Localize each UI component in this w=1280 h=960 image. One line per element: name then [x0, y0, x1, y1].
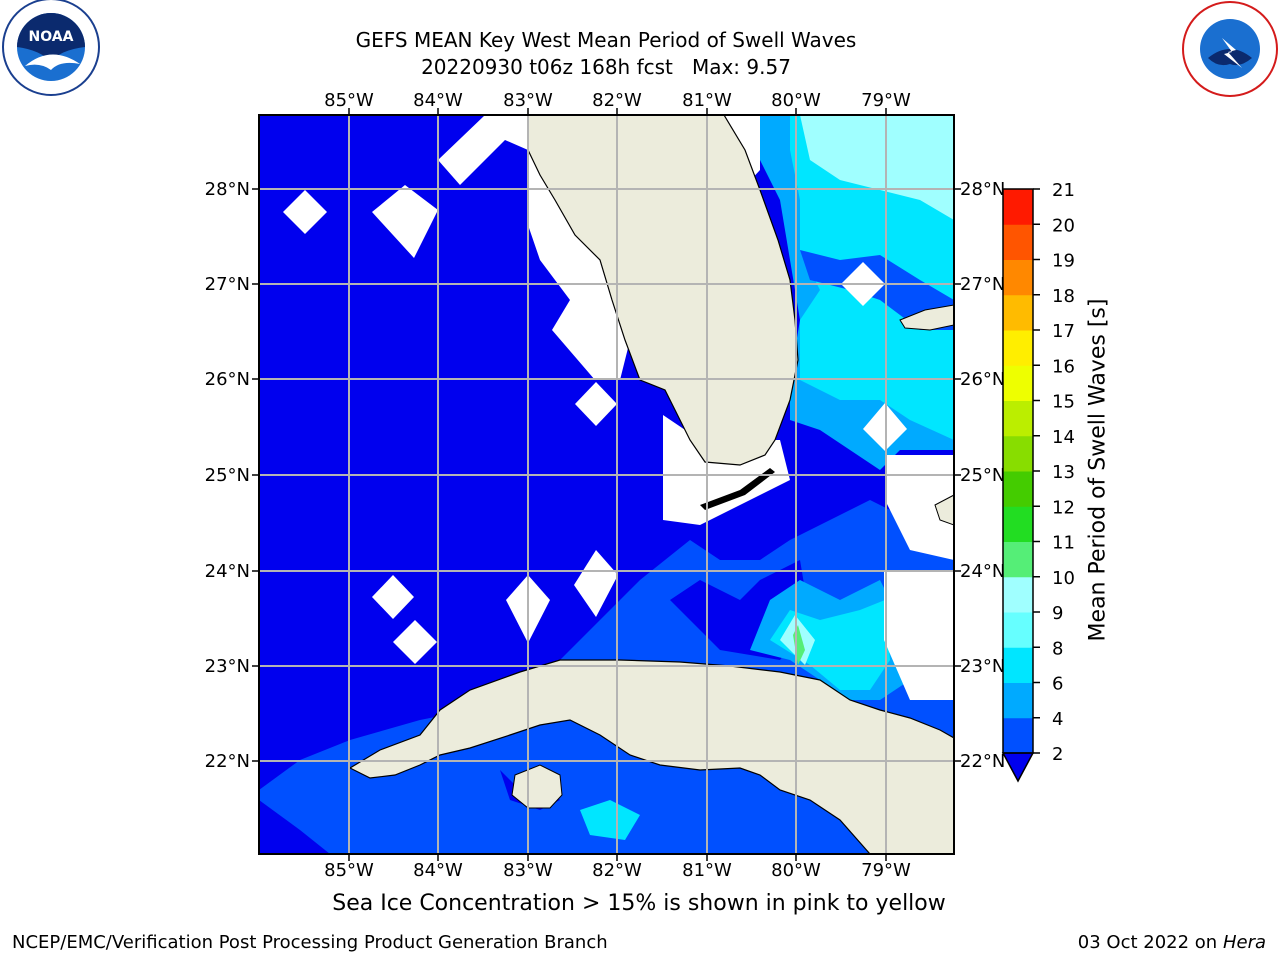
lat-label-right: 23°N — [960, 656, 1005, 677]
colorbar-tick-label: 8 — [1052, 638, 1063, 659]
florida-keys — [700, 468, 775, 510]
cuba-land — [348, 659, 954, 854]
colorbar-tick-label: 13 — [1052, 462, 1075, 483]
lon-label-bottom: 79°W — [861, 860, 911, 881]
map-title-line-1: GEFS MEAN Key West Mean Period of Swell … — [355, 28, 857, 52]
colorbar-segment — [1003, 682, 1033, 719]
lat-label-left: 28°N — [205, 179, 250, 200]
colorbar-tick-label: 18 — [1052, 286, 1075, 307]
nws-logo — [1182, 1, 1278, 97]
lat-label-left: 24°N — [205, 561, 250, 582]
map-title-line-2: 20220930 t06z 168h fcst Max: 9.57 — [421, 55, 791, 79]
colorbar-segment — [1003, 400, 1033, 437]
lon-label-top: 84°W — [413, 90, 463, 111]
colorbar-segment — [1003, 541, 1033, 578]
lat-label-left: 27°N — [205, 274, 250, 295]
colorbar-under-arrow — [1001, 752, 1035, 783]
sea-ice-note: Sea Ice Concentration > 15% is shown in … — [332, 891, 946, 916]
colorbar-segment — [1003, 259, 1033, 296]
colorbar-segment — [1003, 576, 1033, 613]
colorbar: 2 4 6 8 9 10 11 12 13 14 15 16 17 18 19 20 21 — [1001, 180, 1075, 783]
footer-machine: Hera — [1222, 932, 1266, 953]
map-frame — [258, 114, 955, 855]
colorbar-tick-label: 15 — [1052, 392, 1075, 413]
colorbar-tick-label: 19 — [1052, 251, 1075, 272]
colorbar-tick-label: 21 — [1052, 180, 1075, 201]
colorbar-segment — [1003, 189, 1033, 225]
colorbar-segment — [1003, 647, 1033, 683]
lat-label-right: 26°N — [960, 369, 1005, 390]
lat-label-right: 27°N — [960, 274, 1005, 295]
colorbar-tick-label: 12 — [1052, 497, 1075, 518]
colorbar-segment — [1003, 294, 1033, 331]
colorbar-tick-label: 14 — [1052, 427, 1075, 448]
colorbar-tick-label: 16 — [1052, 356, 1075, 377]
lat-labels-left: 28°N 27°N 26°N 25°N 24°N 23°N 22°N — [205, 179, 250, 772]
region-8-9s-ne — [800, 115, 954, 220]
lat-label-right: 22°N — [960, 751, 1005, 772]
lon-label-bottom: 81°W — [682, 860, 732, 881]
colorbar-segment — [1003, 612, 1033, 648]
colorbar-segment — [1003, 717, 1033, 754]
lon-label-bottom: 85°W — [324, 860, 374, 881]
lon-label-top: 81°W — [682, 90, 732, 111]
footer-date-text: 03 Oct 2022 on — [1077, 932, 1223, 953]
footer-date: 03 Oct 2022 on Hera — [1078, 932, 1266, 953]
lon-label-bottom: 83°W — [503, 860, 553, 881]
colorbar-tick-label: 20 — [1052, 215, 1075, 236]
colorbar-tick-label: 6 — [1052, 674, 1063, 695]
colorbar-tick-label: 17 — [1052, 321, 1075, 342]
graticule — [259, 115, 954, 854]
lon-label-top: 83°W — [503, 90, 553, 111]
lon-label-bottom: 82°W — [592, 860, 642, 881]
lon-labels-bottom: 85°W 84°W 83°W 82°W 81°W 80°W 79°W — [324, 860, 911, 881]
florida-land — [527, 115, 799, 466]
lon-label-top: 82°W — [592, 90, 642, 111]
lon-labels-top: 85°W 84°W 83°W 82°W 81°W 80°W 79°W — [324, 90, 911, 111]
colorbar-segment — [1003, 435, 1033, 472]
region-6-8s-south — [580, 800, 640, 840]
lon-label-bottom: 84°W — [413, 860, 463, 881]
lon-label-bottom: 80°W — [771, 860, 821, 881]
colorbar-tick-label: 2 — [1052, 744, 1063, 765]
lat-label-left: 26°N — [205, 369, 250, 390]
colorbar-segment — [1003, 506, 1033, 542]
isla-de-la-juventud — [511, 764, 563, 809]
colorbar-segment — [1003, 365, 1033, 401]
colorbar-tick-label: 4 — [1052, 709, 1063, 730]
colorbar-segment — [1003, 330, 1033, 366]
bahamas-grand-bahama — [899, 304, 954, 331]
colorbar-tick-label: 11 — [1052, 533, 1075, 554]
footer-branch: NCEP/EMC/Verification Post Processing Pr… — [12, 932, 608, 953]
lat-label-right: 28°N — [960, 179, 1005, 200]
lat-labels-right: 28°N 27°N 26°N 25°N 24°N 23°N 22°N — [960, 179, 1005, 772]
colorbar-segment — [1003, 471, 1033, 507]
lat-label-left: 22°N — [205, 751, 250, 772]
lat-label-right: 24°N — [960, 561, 1005, 582]
lat-label-left: 23°N — [205, 656, 250, 677]
noaa-logo-text: NOAA — [29, 29, 74, 45]
map-plot-area — [259, 115, 954, 854]
axis-ticks — [252, 108, 961, 861]
colorbar-tick-label: 10 — [1052, 568, 1075, 589]
lat-label-right: 25°N — [960, 465, 1005, 486]
colorbar-segment — [1003, 224, 1033, 260]
colorbar-tick-label: 9 — [1052, 603, 1063, 624]
region-deep-blue-sw — [259, 800, 330, 854]
bahamas-andros — [934, 494, 954, 526]
lon-label-top: 79°W — [861, 90, 911, 111]
noaa-logo: NOAA — [2, 0, 100, 96]
lon-label-top: 80°W — [771, 90, 821, 111]
lon-label-top: 85°W — [324, 90, 374, 111]
lat-label-left: 25°N — [205, 465, 250, 486]
